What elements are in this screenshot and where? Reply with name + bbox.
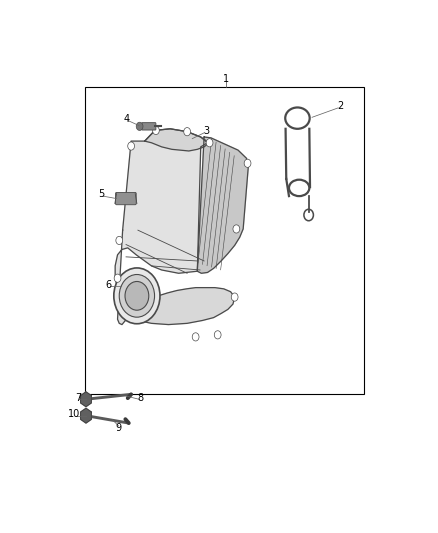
Circle shape xyxy=(233,225,240,233)
Circle shape xyxy=(206,139,213,147)
Text: 3: 3 xyxy=(203,126,209,136)
Circle shape xyxy=(136,122,143,131)
Circle shape xyxy=(152,126,159,134)
Circle shape xyxy=(125,281,149,310)
Polygon shape xyxy=(81,392,91,407)
Circle shape xyxy=(231,293,238,301)
Text: 10: 10 xyxy=(68,409,81,419)
Polygon shape xyxy=(81,408,91,423)
Text: 5: 5 xyxy=(99,189,105,199)
Bar xyxy=(85,86,364,394)
Text: 7: 7 xyxy=(75,393,81,402)
Circle shape xyxy=(244,159,251,167)
Circle shape xyxy=(192,333,199,341)
Text: 6: 6 xyxy=(105,280,111,290)
Polygon shape xyxy=(145,129,209,151)
Circle shape xyxy=(128,142,134,150)
FancyBboxPatch shape xyxy=(116,192,136,205)
Text: 9: 9 xyxy=(116,423,122,433)
Text: 8: 8 xyxy=(137,393,143,402)
FancyBboxPatch shape xyxy=(141,123,156,130)
Polygon shape xyxy=(121,288,235,325)
Text: 4: 4 xyxy=(124,114,130,124)
Circle shape xyxy=(119,274,155,317)
Circle shape xyxy=(214,330,221,339)
Circle shape xyxy=(184,127,191,136)
Circle shape xyxy=(114,274,121,282)
Text: 1: 1 xyxy=(223,74,229,84)
Polygon shape xyxy=(197,137,248,273)
Circle shape xyxy=(116,236,123,245)
Circle shape xyxy=(114,268,160,324)
Polygon shape xyxy=(115,129,208,325)
Text: 2: 2 xyxy=(337,101,343,111)
